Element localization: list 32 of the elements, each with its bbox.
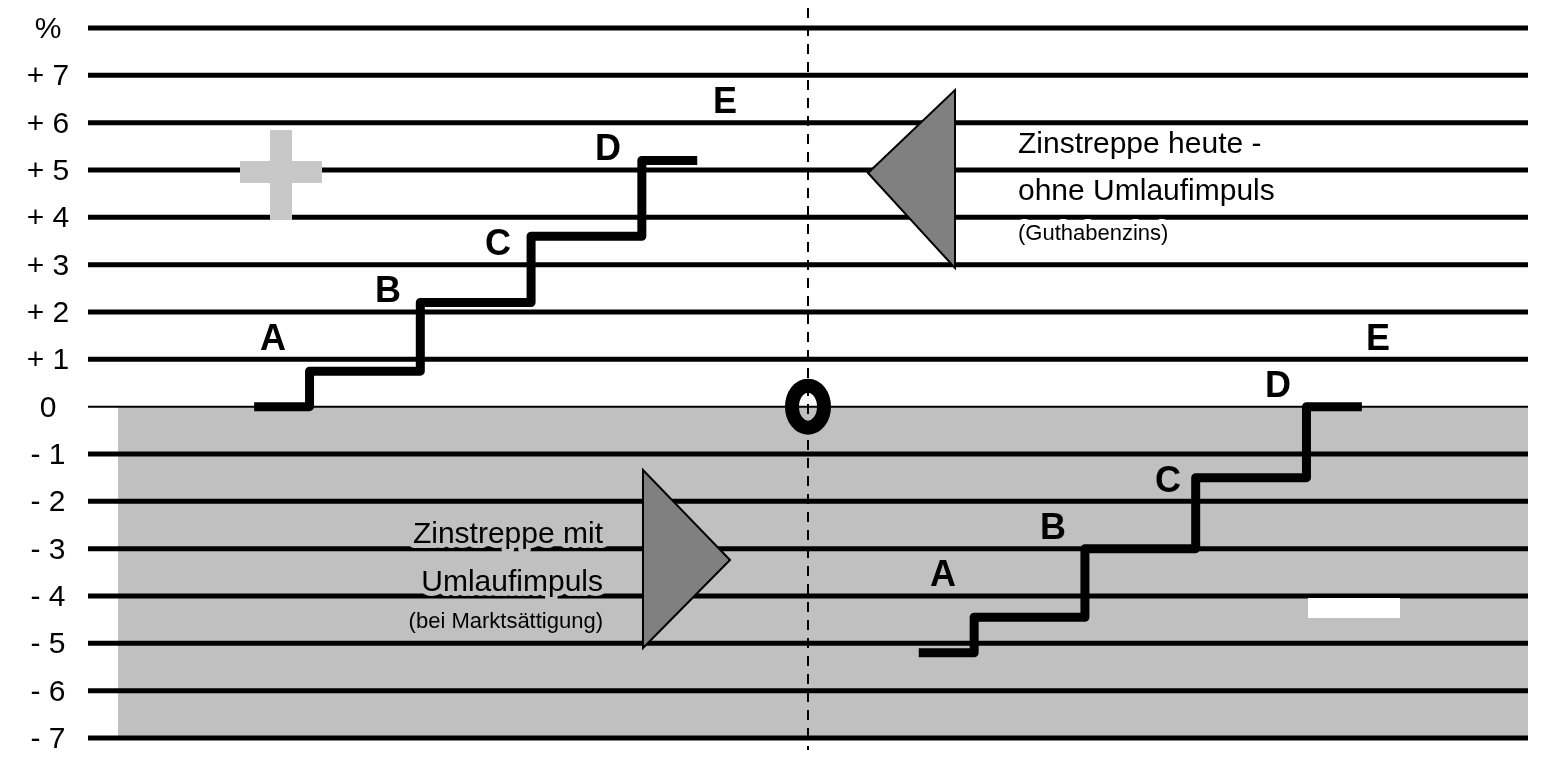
y-tick-label: + 4 xyxy=(26,200,70,234)
y-tick-label: + 3 xyxy=(26,247,70,281)
y-tick-label: 0 xyxy=(39,389,57,423)
y-tick-label: % xyxy=(34,11,62,44)
y-tick-label: + 2 xyxy=(26,295,70,328)
annotation: C xyxy=(485,222,511,263)
annotation: (bei Marktsättigung) xyxy=(408,608,603,633)
y-tick-label: + 6 xyxy=(26,105,70,139)
annotation: E xyxy=(712,80,738,121)
y-tick-label: - 5 xyxy=(30,626,66,660)
annotation: B xyxy=(1040,506,1066,547)
annotation: ohne Umlaufimpuls xyxy=(1018,173,1275,206)
annotation: A xyxy=(930,553,956,594)
y-tick-label: - 1 xyxy=(30,437,66,470)
annotation: B xyxy=(375,269,401,310)
annotation: Zinstreppe heute - xyxy=(1018,126,1262,159)
y-tick-label: - 2 xyxy=(30,484,66,518)
y-tick-label: - 6 xyxy=(30,673,66,707)
y-tick-label: - 7 xyxy=(30,721,66,754)
annotation: (Guthabenzins) xyxy=(1018,220,1169,245)
annotation: D xyxy=(1265,364,1291,405)
annotation: Zinstreppe mit xyxy=(412,516,604,549)
annotation: A xyxy=(260,317,286,358)
annotation: E xyxy=(1365,317,1391,358)
y-tick-label: - 4 xyxy=(30,579,66,612)
y-tick-label: + 7 xyxy=(26,58,70,92)
annotation: D xyxy=(595,127,621,168)
y-tick-label: + 1 xyxy=(26,342,70,376)
annotation: C xyxy=(1155,459,1181,500)
y-tick-label: - 3 xyxy=(30,531,66,565)
annotation: Umlaufimpuls xyxy=(421,564,603,597)
y-tick-label: + 5 xyxy=(26,153,70,186)
